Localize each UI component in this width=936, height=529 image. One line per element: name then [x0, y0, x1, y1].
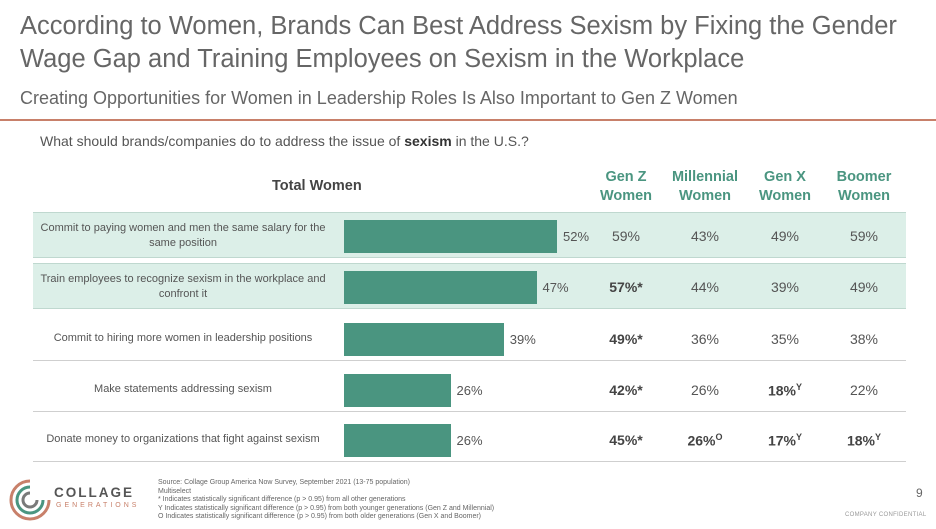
row-label: Train employees to recognize sexism in t…: [40, 273, 326, 300]
cell-value: 38%: [849, 331, 879, 347]
table-cell: 45%*: [586, 432, 666, 448]
row-label: Commit to hiring more women in leadershi…: [53, 331, 313, 344]
column-header-line1: Boomer: [836, 169, 892, 185]
significance-marker: Y: [796, 382, 803, 392]
cell-value: 18%: [846, 432, 875, 449]
column-header-line2: Women: [758, 188, 812, 204]
cell-value: 36%: [690, 331, 720, 347]
bar: [344, 374, 451, 407]
bar-value-label: 26%: [456, 383, 483, 398]
slide-title: According to Women, Brands Can Best Addr…: [20, 12, 897, 73]
cell-value: 45%*: [609, 432, 643, 448]
column-header: Millennial Women: [665, 168, 745, 206]
row-label: Donate money to organizations that fight…: [46, 432, 320, 445]
table-cell: 39%: [745, 279, 825, 295]
column-header-line1: Gen X: [764, 169, 806, 185]
table-cell: 44%: [665, 279, 745, 295]
bar-value-label: 52%: [563, 229, 590, 244]
cell-value: 22%: [849, 382, 879, 398]
logo-subtext: GENERATIONS: [56, 502, 140, 509]
cell-value: 44%: [690, 279, 720, 295]
title-divider: [0, 119, 936, 121]
cell-value: 49%: [770, 228, 800, 244]
bar-value-label: 26%: [456, 433, 483, 448]
table-row: Make statements addressing sexism: [33, 366, 906, 412]
table-cell: 43%: [665, 228, 745, 244]
column-header: Boomer Women: [824, 168, 904, 206]
question-keyword: sexism: [404, 133, 452, 149]
logo-text: COLLAGE: [54, 485, 134, 500]
significance-marker: O: [715, 432, 723, 442]
cell-value: 35%: [770, 331, 800, 347]
row-label: Make statements addressing sexism: [94, 382, 272, 395]
column-header-line1: Gen Z: [605, 169, 647, 185]
table-cell: 26%O: [665, 432, 745, 449]
bar: [344, 271, 537, 304]
table-cell: 22%: [824, 382, 904, 398]
row-label: Commit to paying women and men the same …: [40, 222, 326, 249]
table-cell: 18%Y: [824, 432, 904, 449]
slide-subtitle: Creating Opportunities for Women in Lead…: [20, 88, 738, 108]
page-number: 9: [916, 486, 923, 500]
column-header-line2: Women: [837, 188, 891, 204]
bar: [344, 323, 504, 356]
question-suffix: in the U.S.?: [451, 133, 529, 149]
table-cell: 38%: [824, 331, 904, 347]
table-cell: 49%: [745, 228, 825, 244]
table-cell: 59%: [586, 228, 666, 244]
cell-value: 42%*: [609, 382, 643, 398]
table-cell: 17%Y: [745, 432, 825, 449]
significance-marker: Y: [875, 432, 882, 442]
footnote-line: Y Indicates statistically significant di…: [158, 504, 495, 512]
cell-value: 18%: [767, 382, 796, 399]
table-cell: 57%*: [586, 279, 666, 295]
survey-question: What should brands/companies do to addre…: [40, 133, 529, 149]
column-header-line1: Millennial: [671, 169, 739, 185]
total-women-header: Total Women: [272, 178, 362, 194]
column-header-line2: Women: [678, 188, 732, 204]
footnote-line: O Indicates statistically significant di…: [158, 513, 482, 520]
question-prefix: What should brands/companies do to addre…: [40, 133, 405, 149]
column-header: Gen Z Women: [586, 168, 666, 206]
cell-value: 26%: [690, 382, 720, 398]
cell-value: 26%: [687, 432, 716, 449]
table-cell: 59%: [824, 228, 904, 244]
footnote-line: Source: Collage Group America Now Survey…: [158, 479, 411, 486]
table-cell: 49%*: [586, 331, 666, 347]
table-cell: 35%: [745, 331, 825, 347]
column-header-line2: Women: [599, 188, 653, 204]
cell-value: 57%*: [609, 279, 643, 295]
table-cell: 42%*: [586, 382, 666, 398]
cell-value: 43%: [690, 228, 720, 244]
table-row: Donate money to organizations that fight…: [33, 416, 906, 462]
bar-value-label: 39%: [509, 332, 536, 347]
bar-value-label: 47%: [542, 280, 569, 295]
cell-value: 59%: [849, 228, 879, 244]
bar: [344, 424, 451, 457]
cell-value: 59%: [611, 228, 641, 244]
cell-value: 49%: [849, 279, 879, 295]
table-cell: 26%: [665, 382, 745, 398]
column-header: Gen X Women: [745, 168, 825, 206]
significance-marker: Y: [796, 432, 803, 442]
collage-logo-icon: [9, 479, 51, 521]
table-cell: 49%: [824, 279, 904, 295]
table-row: Commit to hiring more women in leadershi…: [33, 315, 906, 361]
footnote-line: Multiselect: [158, 487, 192, 495]
cell-value: 49%*: [609, 331, 643, 347]
bar: [344, 220, 557, 253]
footnotes: Source: Collage Group America Now Survey…: [158, 479, 494, 522]
table-cell: 18%Y: [745, 382, 825, 399]
confidential-label: COMPANY CONFIDENTIAL: [845, 512, 927, 518]
footnote-line: * Indicates statistically significant di…: [158, 496, 406, 503]
cell-value: 39%: [770, 279, 800, 295]
cell-value: 17%: [767, 432, 796, 449]
table-cell: 36%: [665, 331, 745, 347]
